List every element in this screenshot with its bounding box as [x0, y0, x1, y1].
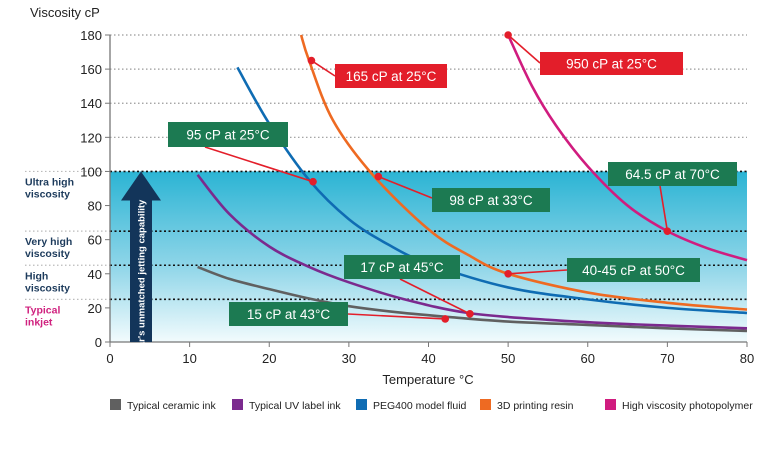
- y-tick-label: 100: [80, 164, 102, 179]
- x-tick-label: 50: [501, 351, 515, 366]
- annotation-label: 17 cP at 45°C: [360, 260, 443, 275]
- annotation-leader-line: [659, 185, 669, 232]
- x-axis-label: Temperature °C: [382, 372, 473, 387]
- series-line-high-viscosity-photopolymer: [506, 34, 748, 262]
- legend-swatch: [110, 399, 121, 410]
- legend-swatch: [605, 399, 616, 410]
- annotation-marker: [466, 310, 474, 318]
- x-tick-label: 20: [262, 351, 276, 366]
- annotation-label: 64.5 cP at 70°C: [625, 167, 720, 182]
- series-line-typical-uv-label-ink: [196, 174, 748, 330]
- annotation-label: 40-45 cP at 50°C: [582, 263, 685, 278]
- annotation-leader-line: [507, 34, 541, 64]
- annotation-label: 95 cP at 25°C: [186, 128, 269, 143]
- band-label: Typical inkjet: [25, 304, 60, 328]
- annotation-leader-line: [399, 278, 471, 315]
- series-line-3d-printing-resin: [299, 34, 748, 311]
- x-tick-label: 60: [581, 351, 595, 366]
- annotation-marker: [309, 177, 317, 186]
- annotation-leader-line: [204, 146, 314, 183]
- annotation-label: 950 cP at 25°C: [566, 57, 657, 72]
- legend-label: PEG400 model fluid: [373, 400, 467, 412]
- annotation-marker: [374, 172, 383, 181]
- x-tick-label: 80: [740, 351, 754, 366]
- annotation-marker: [441, 315, 450, 323]
- y-tick-label: 140: [80, 96, 102, 111]
- annotation-label: 165 cP at 25°C: [346, 69, 437, 84]
- annotation-box: [229, 302, 348, 326]
- annotation-label: 98 cP at 33°C: [449, 193, 532, 208]
- annotation-marker: [504, 31, 512, 39]
- legend-swatch: [356, 399, 367, 410]
- annotation-box: [540, 52, 683, 75]
- series-line-typical-ceramic-ink: [197, 265, 748, 333]
- annotation-marker: [504, 269, 512, 278]
- annotation-leader-line: [508, 269, 568, 275]
- y-tick-label: 0: [95, 335, 102, 350]
- annotation-box: [168, 122, 288, 147]
- x-tick-label: 40: [421, 351, 435, 366]
- annotation-marker: [307, 56, 316, 65]
- annotation-label: 15 cP at 43°C: [247, 307, 330, 322]
- band-label: Ultra high viscosity: [25, 176, 74, 200]
- annotation-leader-line: [347, 313, 446, 320]
- y-tick-label: 60: [88, 233, 102, 248]
- legend-label: Typical ceramic ink: [127, 400, 216, 412]
- x-tick-label: 70: [660, 351, 674, 366]
- annotation-box: [335, 64, 447, 88]
- legend-label: 3D printing resin: [497, 400, 574, 412]
- jetting-capability-arrow: Xaar's unmatched jetting capability: [121, 171, 161, 359]
- annotation-box: [567, 258, 700, 282]
- legend-label: Typical UV label ink: [249, 400, 341, 412]
- annotation-box: [432, 188, 550, 212]
- annotation-box: [344, 255, 460, 279]
- annotation-box: [608, 162, 737, 186]
- y-tick-label: 20: [88, 301, 102, 316]
- x-tick-label: 30: [342, 351, 356, 366]
- legend-swatch: [232, 399, 243, 410]
- y-tick-label: 180: [80, 28, 102, 43]
- band-label: Very high viscosity: [25, 236, 72, 260]
- y-tick-label: 40: [88, 267, 102, 282]
- legend-label: High viscosity photopolymer: [622, 400, 753, 412]
- arrow-label: Xaar's unmatched jetting capability: [137, 199, 148, 359]
- y-tick-label: 160: [80, 62, 102, 77]
- x-tick-label: 0: [106, 351, 113, 366]
- band-label: High viscosity: [25, 270, 70, 294]
- y-tick-label: 80: [88, 199, 102, 214]
- legend-swatch: [480, 399, 491, 410]
- annotation-leader-line: [378, 175, 433, 199]
- y-tick-label: 120: [80, 130, 102, 145]
- annotation-marker: [663, 227, 672, 235]
- x-tick-label: 10: [182, 351, 196, 366]
- y-axis-label: Viscosity cP: [30, 5, 100, 20]
- annotation-leader-line: [311, 59, 336, 77]
